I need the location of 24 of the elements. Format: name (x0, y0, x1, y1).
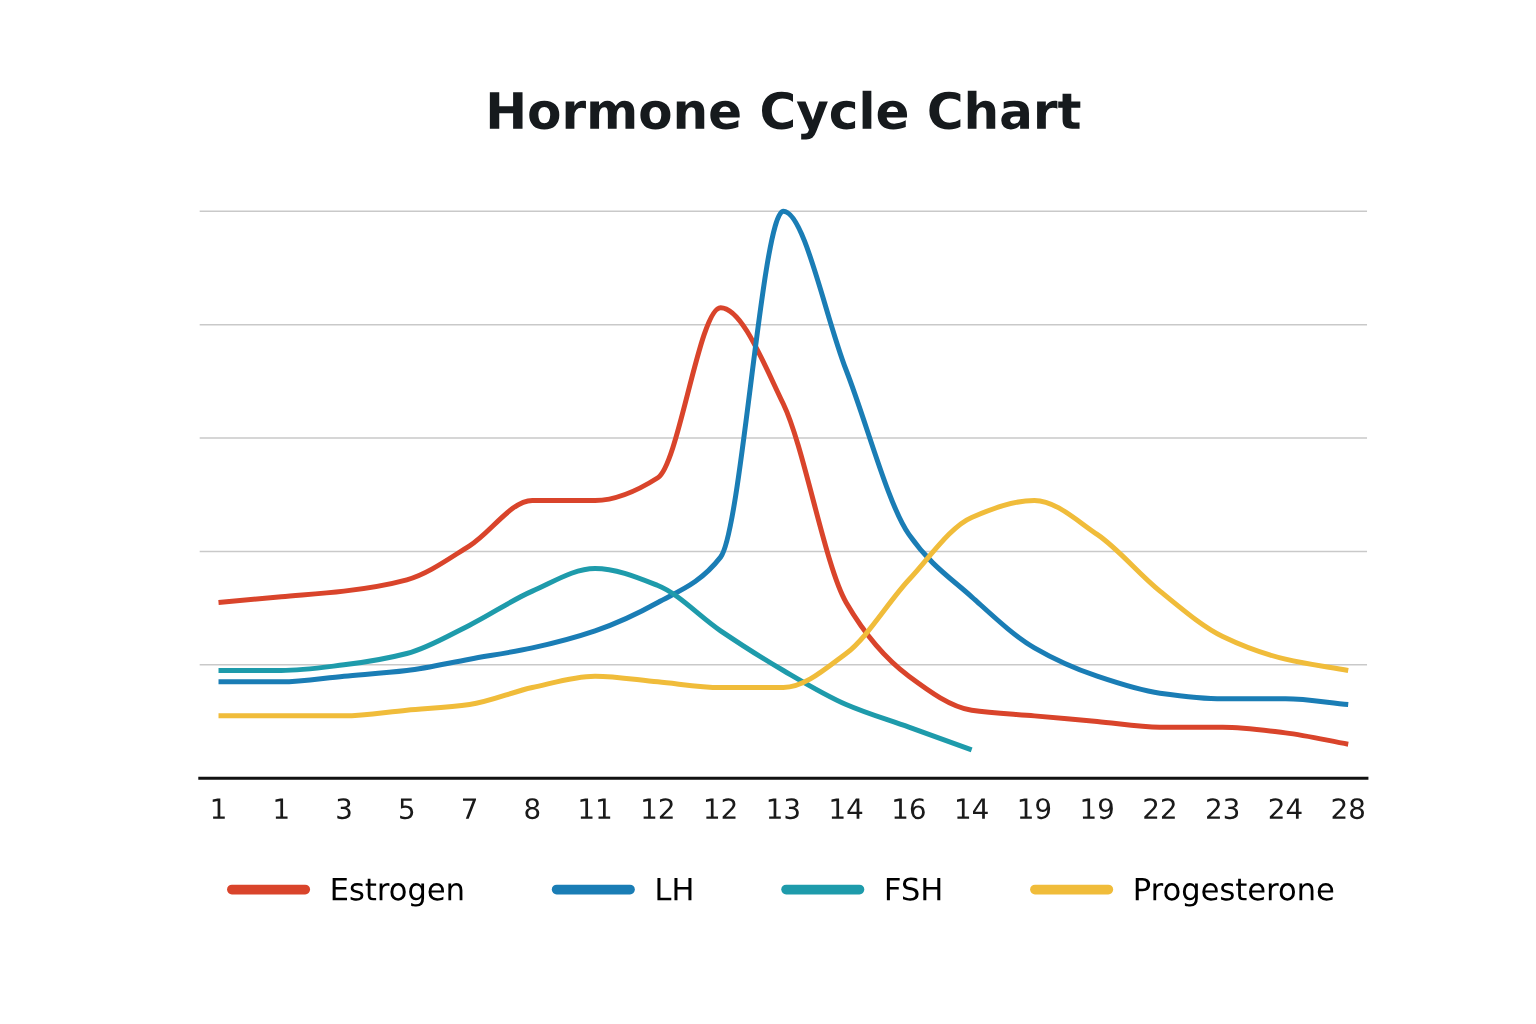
x-tick-label: 7 (463, 798, 477, 819)
x-tick-label: 28 (1332, 798, 1364, 820)
x-tick-label: 8 (525, 798, 540, 820)
x-tick-label: 19 (1019, 798, 1051, 820)
x-tick-label: 24 (1269, 798, 1302, 819)
legend-label: LH (657, 877, 692, 901)
x-tick-label: 3 (337, 798, 351, 820)
x-tick-label: 1 (275, 798, 288, 819)
x-tick-label: 11 (580, 798, 611, 819)
chart-title: Hormone Cycle Chart (489, 90, 1081, 140)
x-tick-label: 19 (1082, 798, 1113, 820)
x-tick-label: 14 (957, 798, 988, 819)
legend-label: Progesterone (1135, 877, 1334, 907)
x-tick-label: 14 (831, 798, 863, 819)
x-tick-label: 12 (705, 798, 736, 819)
x-tick-label: 1 (212, 798, 225, 819)
x-tick-label: 22 (1144, 798, 1175, 819)
legend-label: FSH (886, 877, 941, 901)
x-tick-label: 12 (643, 798, 673, 819)
x-tick-label: 13 (768, 798, 799, 820)
x-tick-label: 16 (894, 798, 925, 820)
legend-label: Estrogen (332, 877, 463, 907)
x-tick-label: 23 (1207, 798, 1239, 820)
x-tick-label: 5 (400, 798, 414, 820)
